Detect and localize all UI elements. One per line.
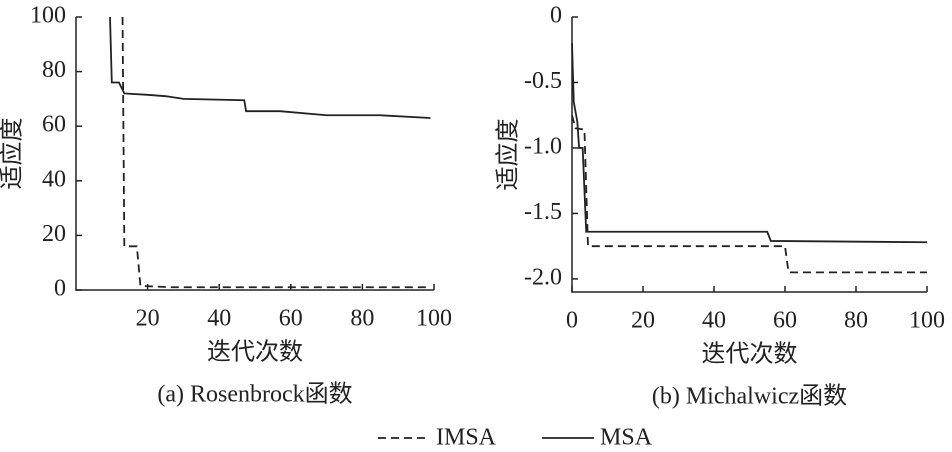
series-line xyxy=(571,43,928,244)
x-axis-label: 迭代次数 xyxy=(207,339,303,366)
x-axis-label: 迭代次数 xyxy=(702,341,798,368)
axes xyxy=(75,17,434,291)
y-tick-label: -1.0 xyxy=(524,133,562,159)
x-tick-label: 20 xyxy=(631,308,655,334)
x-tick-label: 60 xyxy=(279,306,303,332)
x-tick-label: 60 xyxy=(773,308,797,334)
series-line xyxy=(571,114,927,274)
x-tick-label: 40 xyxy=(702,308,726,334)
y-tick-label: 80 xyxy=(42,57,66,83)
y-tick-label: 20 xyxy=(42,221,66,247)
series-line xyxy=(109,16,431,119)
x-tick-label: 20 xyxy=(136,306,160,332)
y-tick-label: 0 xyxy=(550,3,562,29)
y-tick-label: -2.0 xyxy=(524,264,562,290)
legend-label: IMSA xyxy=(436,425,497,451)
legend-label: MSA xyxy=(600,425,653,451)
caption: (a) Rosenbrock函数 xyxy=(157,381,352,408)
x-tick-label: 40 xyxy=(207,306,231,332)
caption: (b) Michalwicz函数 xyxy=(652,383,847,410)
x-tick-label: 80 xyxy=(350,306,374,332)
y-axis-label: 适应度 xyxy=(0,118,26,190)
x-tick-label: 0 xyxy=(566,308,578,334)
x-tick-label: 80 xyxy=(844,308,868,334)
y-tick-label: 60 xyxy=(42,112,66,138)
axes xyxy=(571,17,927,293)
y-tick-label: -0.5 xyxy=(524,68,562,94)
y-tick-label: -1.5 xyxy=(524,199,562,225)
y-tick-label: 40 xyxy=(42,166,66,192)
x-tick-label: 100 xyxy=(909,308,945,334)
x-tick-label: 100 xyxy=(416,306,452,332)
y-axis-label: 适应度 xyxy=(495,119,522,191)
series-line xyxy=(121,16,431,289)
y-tick-label: 100 xyxy=(30,3,66,29)
y-tick-label: 0 xyxy=(54,276,66,302)
